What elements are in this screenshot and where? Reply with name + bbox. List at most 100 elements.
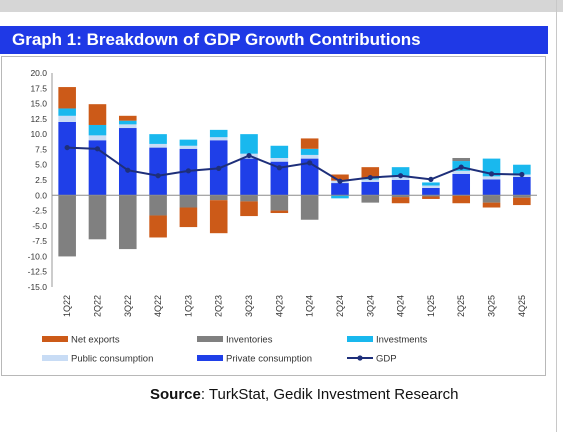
bar-private-consumption-3Q22: [118, 128, 137, 196]
bar-private-consumption-3Q24: [361, 181, 380, 196]
bar-inventories-2Q23: [209, 195, 228, 201]
bar-private-consumption-2Q24: [331, 183, 349, 196]
bar-public-consumption-1Q25: [422, 185, 440, 188]
y-tick-label: -5.0: [32, 221, 47, 231]
bar-private-consumption-4Q22: [149, 147, 167, 196]
x-tick-label: 1Q22: [62, 295, 72, 317]
bar-net-exports-3Q25: [482, 202, 501, 208]
bar-public-consumption-2Q25: [452, 170, 471, 174]
source-note: Source: TurkStat, Gedik Investment Resea…: [150, 386, 458, 403]
bar-net-exports-3Q24: [361, 167, 380, 179]
bar-public-consumption-3Q22: [118, 124, 137, 129]
bar-public-consumption-1Q22: [58, 115, 76, 122]
bar-investments-1Q25: [422, 182, 440, 186]
y-tick-label: 5.0: [35, 160, 47, 170]
x-tick-label: 3Q22: [123, 295, 133, 317]
x-tick-label: 4Q24: [396, 295, 406, 317]
bar-inventories-1Q22: [58, 195, 76, 257]
x-tick-label: 2Q24: [335, 295, 345, 317]
gdp-point-3Q25: [488, 171, 495, 177]
x-tick-label: 1Q25: [426, 295, 436, 317]
gdp-point-2Q23: [216, 165, 222, 171]
bar-inventories-2Q22: [88, 195, 107, 240]
bar-net-exports-1Q22: [58, 87, 76, 109]
bar-inventories-4Q23: [270, 195, 289, 211]
legend-label-public-consumption: Public consumption: [71, 354, 153, 365]
bar-public-consumption-3Q25: [482, 176, 501, 180]
legend-label-investments: Investments: [376, 335, 427, 346]
bar-net-exports-4Q24: [391, 197, 410, 204]
legend-swatch-net-exports: [42, 336, 68, 342]
chart-title: Graph 1: Breakdown of GDP Growth Contrib…: [0, 26, 548, 54]
x-tick-label: 3Q24: [365, 295, 375, 317]
bar-net-exports-1Q25: [422, 196, 440, 199]
y-tick-label: 7.5: [35, 144, 47, 154]
x-tick-label: 4Q25: [517, 295, 527, 317]
bar-investments-2Q22: [88, 124, 107, 136]
bar-investments-1Q24: [300, 148, 319, 155]
x-tick-label: 4Q23: [274, 295, 284, 317]
legend-swatch-private-consumption: [197, 355, 223, 361]
y-tick-label: 15.0: [30, 99, 47, 109]
gdp-point-4Q22: [155, 173, 161, 179]
bar-inventories-1Q25: [422, 195, 440, 197]
gdp-point-1Q24: [307, 160, 313, 166]
bar-private-consumption-2Q22: [88, 140, 107, 196]
y-tick-label: -2.5: [32, 206, 47, 216]
y-tick-label: -15.0: [28, 282, 48, 292]
gdp-point-1Q22: [64, 144, 70, 151]
bar-inventories-2Q25: [452, 157, 471, 162]
y-tick-label: 0.0: [35, 190, 47, 200]
bar-inventories-3Q25: [482, 195, 501, 203]
legend-label-gdp: GDP: [376, 354, 397, 365]
bar-private-consumption-4Q25: [513, 176, 531, 196]
gdp-point-4Q23: [276, 165, 282, 171]
legend-label-private-consumption: Private consumption: [226, 354, 312, 365]
x-tick-label: 1Q23: [183, 295, 193, 317]
gdp-point-1Q23: [185, 168, 192, 174]
bar-investments-2Q23: [209, 129, 228, 138]
bar-public-consumption-4Q23: [270, 157, 289, 162]
bar-investments-4Q24: [391, 167, 410, 177]
x-tick-label: 4Q22: [153, 295, 163, 317]
x-tick-label: 3Q25: [487, 295, 497, 317]
gdp-point-1Q25: [428, 176, 434, 182]
y-tick-label: -10.0: [28, 251, 48, 261]
top-strip: [0, 0, 563, 12]
gdp-point-4Q24: [397, 173, 404, 179]
bar-net-exports-3Q22: [118, 115, 137, 121]
bar-inventories-4Q22: [149, 195, 167, 216]
bar-net-exports-4Q23: [270, 210, 289, 214]
bar-inventories-1Q24: [300, 195, 319, 220]
y-tick-label: 10.0: [30, 129, 47, 139]
gdp-point-4Q25: [519, 171, 525, 178]
gdp-point-2Q24: [337, 178, 343, 184]
y-tick-label: 2.5: [35, 175, 47, 185]
gdp-point-2Q25: [458, 164, 464, 170]
bar-inventories-4Q25: [513, 195, 531, 198]
x-tick-label: 1Q24: [305, 295, 315, 317]
bar-investments-3Q22: [118, 120, 137, 125]
source-text: : TurkStat, Gedik Investment Research: [200, 386, 459, 403]
x-tick-label: 3Q23: [244, 295, 254, 317]
legend-swatch-public-consumption: [42, 355, 68, 361]
bar-net-exports-1Q23: [179, 207, 198, 228]
bar-public-consumption-4Q24: [391, 176, 410, 180]
bar-private-consumption-1Q24: [300, 158, 319, 196]
bar-inventories-3Q24: [361, 195, 380, 203]
legend-swatch-inventories: [197, 336, 223, 342]
bar-investments-4Q23: [270, 145, 289, 158]
bar-inventories-3Q23: [240, 195, 258, 202]
bar-investments-4Q22: [149, 134, 167, 144]
bar-public-consumption-3Q24: [361, 179, 380, 182]
x-tick-label: 2Q23: [214, 295, 224, 317]
y-tick-label: 12.5: [30, 114, 47, 124]
legend-label-net-exports: Net exports: [71, 335, 120, 346]
bar-net-exports-4Q22: [149, 215, 167, 238]
bar-public-consumption-1Q23: [179, 145, 198, 149]
bar-private-consumption-4Q24: [391, 180, 410, 196]
bar-public-consumption-4Q22: [149, 143, 167, 148]
bar-investments-2Q24: [331, 195, 349, 199]
bar-investments-3Q23: [240, 134, 258, 154]
gdp-line: [67, 146, 522, 183]
